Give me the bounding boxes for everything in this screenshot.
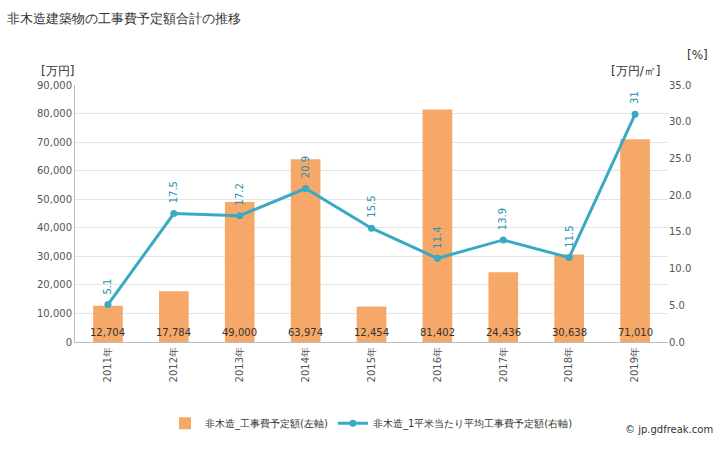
svg-text:[万円]: [万円] bbox=[41, 64, 74, 78]
svg-text:11.5: 11.5 bbox=[564, 225, 575, 247]
svg-text:70,000: 70,000 bbox=[37, 137, 72, 148]
svg-text:31: 31 bbox=[629, 91, 640, 104]
svg-text:15.5: 15.5 bbox=[366, 195, 377, 217]
svg-text:30.0: 30.0 bbox=[669, 116, 691, 127]
svg-text:2011年: 2011年 bbox=[102, 347, 113, 382]
svg-text:90,000: 90,000 bbox=[37, 80, 72, 91]
svg-text:[万円/㎡]: [万円/㎡] bbox=[611, 64, 660, 78]
svg-text:2013年: 2013年 bbox=[234, 347, 245, 382]
svg-text:2018年: 2018年 bbox=[563, 347, 574, 382]
svg-text:0.0: 0.0 bbox=[669, 337, 685, 348]
svg-text:24,436: 24,436 bbox=[486, 327, 521, 338]
svg-text:15.0: 15.0 bbox=[669, 226, 691, 237]
svg-text:2015年: 2015年 bbox=[366, 347, 377, 382]
svg-text:5.1: 5.1 bbox=[102, 279, 113, 295]
svg-text:非木造_工事費予定額(左軸): 非木造_工事費予定額(左軸) bbox=[205, 418, 328, 430]
svg-text:13.9: 13.9 bbox=[497, 208, 508, 230]
svg-text:81,402: 81,402 bbox=[420, 327, 455, 338]
svg-text:50,000: 50,000 bbox=[37, 194, 72, 205]
svg-text:25.0: 25.0 bbox=[669, 153, 691, 164]
svg-text:5.0: 5.0 bbox=[669, 300, 685, 311]
svg-text:2019年: 2019年 bbox=[629, 347, 640, 382]
svg-text:非木造_1平米当たり平均工事費予定額(右軸): 非木造_1平米当たり平均工事費予定額(右軸) bbox=[373, 418, 572, 430]
svg-text:30,000: 30,000 bbox=[37, 251, 72, 262]
svg-text:10,000: 10,000 bbox=[37, 308, 72, 319]
svg-text:© jp.gdfreak.com: © jp.gdfreak.com bbox=[625, 424, 713, 435]
svg-text:17.2: 17.2 bbox=[234, 183, 245, 205]
svg-text:63,974: 63,974 bbox=[288, 327, 323, 338]
svg-text:2012年: 2012年 bbox=[168, 347, 179, 382]
svg-text:80,000: 80,000 bbox=[37, 108, 72, 119]
svg-text:2017年: 2017年 bbox=[498, 347, 509, 382]
svg-text:71,010: 71,010 bbox=[618, 327, 653, 338]
svg-text:非木造建築物の工事費予定額合計の推移: 非木造建築物の工事費予定額合計の推移 bbox=[7, 11, 241, 26]
svg-text:20.9: 20.9 bbox=[300, 156, 311, 178]
svg-text:60,000: 60,000 bbox=[37, 165, 72, 176]
svg-text:17.5: 17.5 bbox=[168, 181, 179, 203]
svg-text:20.0: 20.0 bbox=[669, 190, 691, 201]
svg-text:[%]: [%] bbox=[687, 48, 708, 62]
svg-text:12,454: 12,454 bbox=[354, 327, 389, 338]
svg-text:2016年: 2016年 bbox=[432, 347, 443, 382]
svg-text:40,000: 40,000 bbox=[37, 222, 72, 233]
svg-text:20,000: 20,000 bbox=[37, 279, 72, 290]
svg-text:10.0: 10.0 bbox=[669, 263, 691, 274]
svg-text:2014年: 2014年 bbox=[300, 347, 311, 382]
svg-text:17,784: 17,784 bbox=[156, 327, 191, 338]
svg-text:11.4: 11.4 bbox=[432, 226, 443, 248]
svg-text:49,000: 49,000 bbox=[222, 327, 257, 338]
svg-text:30,638: 30,638 bbox=[552, 327, 587, 338]
svg-text:35.0: 35.0 bbox=[669, 80, 691, 91]
svg-text:0: 0 bbox=[66, 337, 72, 348]
svg-text:12,704: 12,704 bbox=[90, 327, 125, 338]
